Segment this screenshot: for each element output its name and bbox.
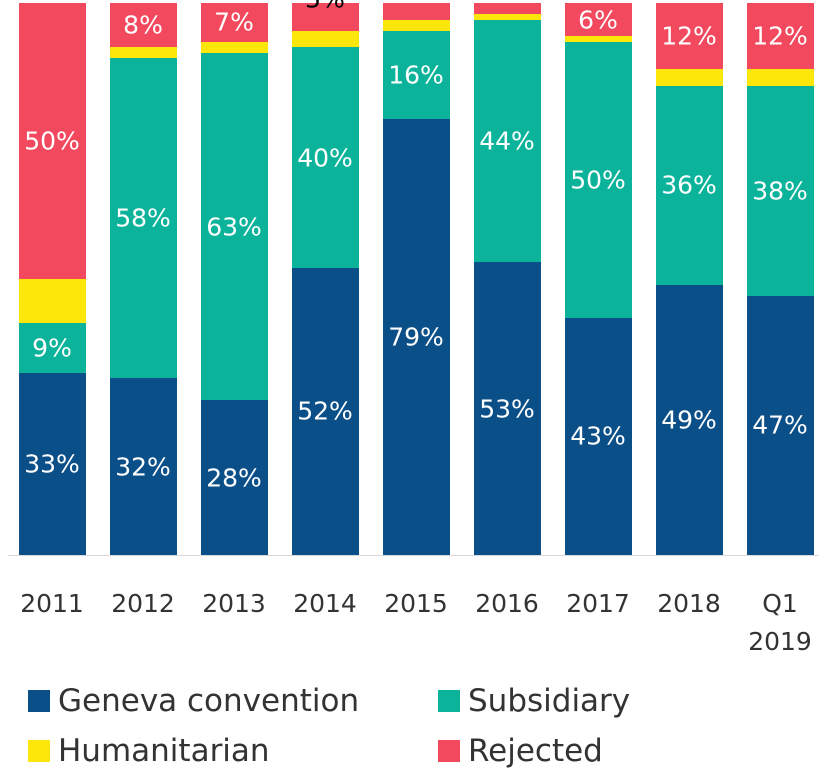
bar-segment: [655, 85, 723, 285]
bar-segment: [200, 52, 268, 401]
bar-segment: [382, 30, 450, 119]
legend-item: Humanitarian: [28, 733, 270, 769]
data-label: 50%: [24, 126, 80, 156]
bar-segment: [655, 69, 723, 86]
legend-label: Rejected: [468, 733, 603, 769]
bar-segment: [655, 284, 723, 555]
data-label: 32%: [115, 452, 171, 482]
x-tick-label: Q1 2019: [748, 589, 812, 656]
bar-segment: [291, 47, 359, 268]
data-label: 58%: [115, 203, 171, 233]
data-label: 12%: [661, 21, 717, 51]
bar-segment: [564, 317, 632, 555]
bar-segment: [382, 19, 450, 31]
x-tick-label: 2011: [20, 589, 84, 618]
bar-segment: [109, 58, 177, 379]
legend-label: Geneva convention: [58, 683, 360, 719]
data-label: 7%: [214, 7, 254, 37]
bar-segment: [382, 118, 450, 555]
bar-segment: [564, 3, 632, 37]
bar-segment: [746, 3, 814, 70]
data-label: 63%: [206, 212, 262, 242]
bar-segment: [200, 400, 268, 555]
data-label: 40%: [297, 143, 353, 173]
data-label: 49%: [661, 405, 717, 435]
data-label: 47%: [752, 410, 808, 440]
data-label: 52%: [297, 396, 353, 426]
data-label: 53%: [479, 394, 535, 424]
bar-segment: [291, 3, 359, 31]
data-label: 36%: [661, 170, 717, 200]
x-tick-label: 2017: [566, 589, 630, 618]
bar-segment: [746, 85, 814, 296]
data-label: 43%: [570, 421, 626, 451]
x-tick-label: 2018: [657, 589, 721, 618]
data-label: 9%: [32, 333, 72, 363]
bar-segment: [291, 267, 359, 555]
x-tick-label: 2013: [202, 589, 266, 618]
legend-item: Subsidiary: [438, 683, 630, 719]
bar-segment: [200, 41, 268, 53]
bar-segment: [109, 378, 177, 555]
bar-segment: [18, 279, 86, 324]
legend-swatch: [28, 740, 50, 762]
data-label: 5%: [305, 0, 345, 14]
data-label: 6%: [578, 5, 618, 35]
data-label: 44%: [479, 126, 535, 156]
bar-segment: [200, 3, 268, 42]
x-tick-label: 2012: [111, 589, 175, 618]
legend-label: Subsidiary: [468, 683, 631, 719]
data-label: 12%: [752, 21, 808, 51]
legend-swatch: [438, 740, 460, 762]
legend-label: Humanitarian: [58, 733, 270, 769]
x-tick-label: 2014: [293, 589, 357, 618]
data-label: 50%: [570, 165, 626, 195]
bar-segment: [473, 19, 541, 263]
bar-segment: [655, 3, 723, 70]
bar-segment: [746, 69, 814, 86]
bar-segment: [109, 47, 177, 59]
bar-segment: [746, 295, 814, 555]
legend-item: Geneva convention: [28, 683, 359, 719]
x-tick-label: 2016: [475, 589, 539, 618]
bar-segment: [564, 41, 632, 318]
bar-segment: [291, 30, 359, 48]
bar-segment: [18, 372, 86, 555]
bar-segment: [473, 262, 541, 555]
legend-swatch: [28, 690, 50, 712]
x-axis: [8, 555, 819, 556]
x-tick-label: 2015: [384, 589, 448, 618]
data-label: 16%: [388, 60, 444, 90]
data-label: 79%: [388, 322, 444, 352]
data-label: 8%: [123, 10, 163, 40]
data-label: 28%: [206, 463, 262, 493]
bar-segment: [18, 323, 86, 373]
bar-segment: [564, 36, 632, 42]
bar-segment: [473, 3, 541, 15]
legend-swatch: [438, 690, 460, 712]
data-label: 38%: [752, 176, 808, 206]
data-label: 33%: [24, 449, 80, 479]
bar-segment: [18, 3, 86, 279]
bar-segment: [473, 14, 541, 20]
legend-item: Rejected: [438, 733, 603, 769]
bar-segment: [382, 3, 450, 20]
bar-segment: [109, 3, 177, 48]
